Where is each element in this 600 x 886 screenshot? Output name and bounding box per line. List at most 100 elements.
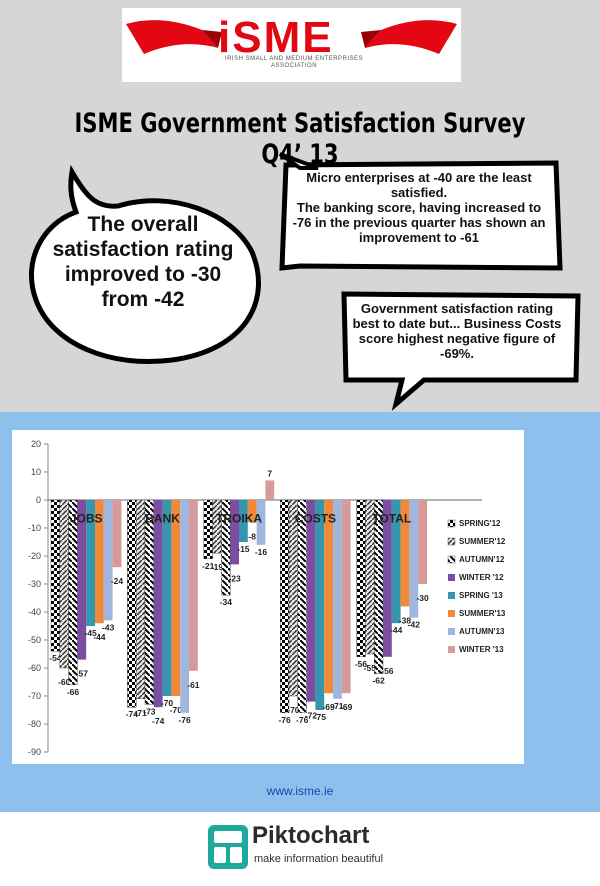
y-tick-label: -90 xyxy=(28,747,41,757)
legend-label: WINTER '13 xyxy=(459,645,504,654)
bar xyxy=(59,499,69,669)
satisfaction-chart: 20100-10-20-30-40-50-60-70-80-90-54-60-6… xyxy=(28,439,506,757)
data-label: -55 xyxy=(364,663,377,673)
bar xyxy=(144,499,155,705)
bar xyxy=(135,499,146,700)
bar xyxy=(162,500,172,696)
data-label: 7 xyxy=(267,468,272,478)
logo-wordmark: iSME xyxy=(218,13,334,62)
data-label: -69 xyxy=(340,702,353,712)
bar xyxy=(306,500,316,702)
y-tick-label: -50 xyxy=(28,635,41,645)
bar xyxy=(341,500,351,694)
data-label: -44 xyxy=(390,625,403,635)
y-tick-label: -10 xyxy=(28,523,41,533)
y-tick-label: 10 xyxy=(31,467,41,477)
speech-bubbles xyxy=(29,152,581,412)
data-label: -56 xyxy=(355,659,368,669)
legend-swatch xyxy=(448,646,455,653)
legend-label: SUMMER'13 xyxy=(459,609,506,618)
data-label: -44 xyxy=(93,632,106,642)
bar xyxy=(153,500,163,708)
data-label: -73 xyxy=(143,706,156,716)
chart-panel: 20 10 0 -10 -20 -30 -40 -50 -60 -70 -80 -90 -54 -60 -6… xyxy=(12,430,524,764)
website-link[interactable]: www.isme.ie xyxy=(266,784,334,798)
bar xyxy=(239,500,248,542)
bar xyxy=(324,500,333,694)
bar xyxy=(315,500,325,710)
legend-label: AUTUMN'12 xyxy=(459,555,505,564)
bar xyxy=(265,480,275,500)
bar xyxy=(127,499,137,708)
bar xyxy=(418,500,427,584)
data-label: -66 xyxy=(67,687,80,697)
oval-callout: The overall satisfaction rating improved… xyxy=(52,213,234,311)
y-tick-label: -80 xyxy=(28,719,41,729)
data-label: -61 xyxy=(187,680,200,690)
bar xyxy=(68,499,78,686)
data-label: -8 xyxy=(248,531,256,541)
micro-enterprises-callout: Micro enterprises at -40 are the least s… xyxy=(292,170,546,245)
data-label: -69 xyxy=(322,702,335,712)
bar xyxy=(212,499,222,554)
bar xyxy=(391,500,401,624)
legend-swatch xyxy=(447,555,456,564)
bar xyxy=(180,500,189,713)
data-label: -42 xyxy=(408,620,421,630)
data-label: -57 xyxy=(76,669,89,679)
legend-label: AUTUMN'13 xyxy=(459,627,505,636)
data-label: -24 xyxy=(111,576,124,586)
bar xyxy=(356,499,366,658)
category-label: JOBS xyxy=(70,511,103,525)
y-tick-label: -40 xyxy=(28,607,41,617)
bar xyxy=(280,499,290,714)
legend-swatch xyxy=(448,592,455,599)
bar xyxy=(256,500,266,545)
data-label: -70 xyxy=(287,705,300,715)
bar xyxy=(409,500,419,618)
legend-label: SPRING'12 xyxy=(459,519,501,528)
data-label: -56 xyxy=(381,666,394,676)
data-label: -74 xyxy=(152,716,165,726)
data-label: -76 xyxy=(278,715,291,725)
data-label: -76 xyxy=(178,715,191,725)
data-label: -71 xyxy=(134,708,147,718)
logo-subtitle: IRISH SMALL AND MEDIUM ENTERPRISES ASSOC… xyxy=(224,56,364,69)
category-label: TOTAL xyxy=(372,511,411,525)
data-label: -45 xyxy=(84,628,97,638)
bar xyxy=(112,500,122,568)
bar xyxy=(50,499,61,652)
bar xyxy=(95,500,104,624)
data-label: -76 xyxy=(296,715,309,725)
bar xyxy=(247,500,257,523)
data-label: -30 xyxy=(416,593,429,603)
data-label: -23 xyxy=(228,573,241,583)
legend-label: SPRING '13 xyxy=(459,591,503,600)
bar xyxy=(189,500,198,671)
bar xyxy=(77,500,87,660)
bar xyxy=(333,500,342,699)
data-label: -43 xyxy=(102,622,115,632)
data-label: -70 xyxy=(170,705,183,715)
data-label: -38 xyxy=(399,615,412,625)
data-label: -19 xyxy=(211,562,224,572)
data-label: -70 xyxy=(161,698,174,708)
bar xyxy=(103,500,113,621)
data-label: -74 xyxy=(126,709,139,719)
data-label: -60 xyxy=(58,677,71,687)
category-label: COSTS xyxy=(295,511,336,525)
y-tick-label: -20 xyxy=(28,551,41,561)
bar xyxy=(86,500,95,626)
isme-logo xyxy=(122,8,461,82)
legend-swatch xyxy=(447,519,456,528)
bar xyxy=(203,499,213,559)
data-label: -72 xyxy=(305,711,318,721)
legend-label: WINTER '12 xyxy=(459,573,504,582)
bar xyxy=(383,500,392,657)
data-label: -75 xyxy=(314,712,327,722)
bar xyxy=(288,499,299,697)
bar xyxy=(171,500,181,696)
y-tick-label: -60 xyxy=(28,663,41,673)
data-label: -71 xyxy=(331,701,344,711)
legend-swatch xyxy=(448,574,455,581)
